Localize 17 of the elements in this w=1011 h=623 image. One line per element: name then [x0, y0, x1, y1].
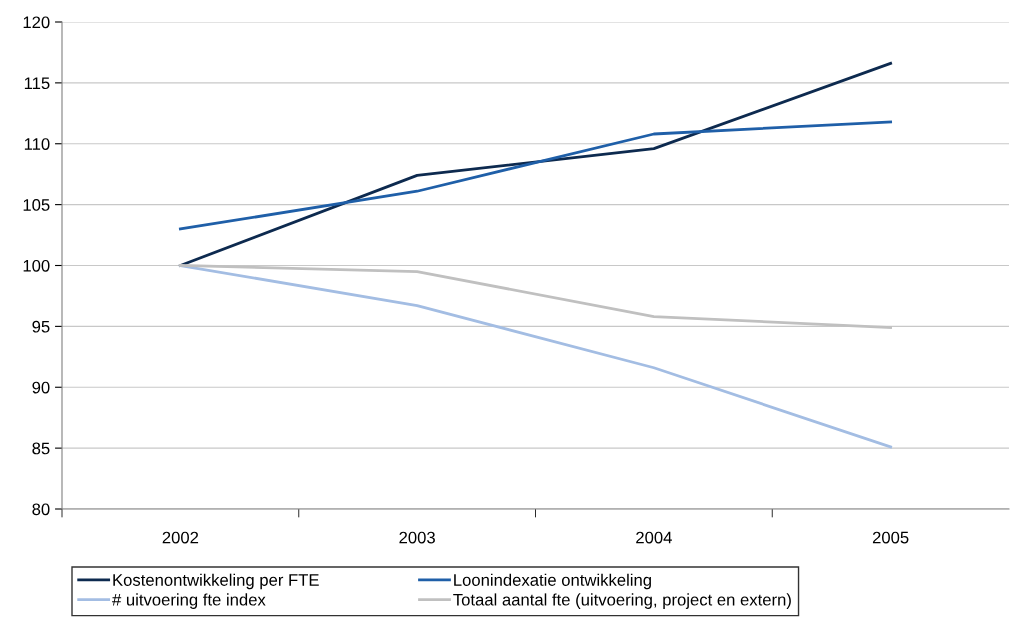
y-tick-label: 95 — [32, 320, 50, 333]
y-tick-label: 100 — [23, 259, 50, 272]
y-tick-label: 80 — [32, 503, 50, 516]
x-tick-label: 2004 — [636, 531, 672, 544]
legend-label: Kostenontwikkeling per FTE — [113, 573, 319, 590]
y-tick-label: 115 — [24, 77, 50, 90]
y-tick-label: 110 — [24, 138, 50, 150]
y-tick-label: 90 — [32, 381, 50, 394]
x-tick-label: 2005 — [872, 531, 909, 544]
legend-label: Totaal aantal fte (uitvoering, project en extern) — [453, 593, 791, 609]
y-tick-label: 85 — [32, 442, 50, 455]
legend-label: Loonindexatie ontwikkeling — [454, 573, 651, 590]
y-tick-label: 120 — [23, 16, 50, 29]
legend-label: # uitvoering fte index — [112, 593, 266, 609]
x-tick-label: 2002 — [162, 531, 199, 544]
x-tick-label: 2003 — [399, 531, 435, 544]
y-tick-label: 105 — [23, 199, 50, 211]
